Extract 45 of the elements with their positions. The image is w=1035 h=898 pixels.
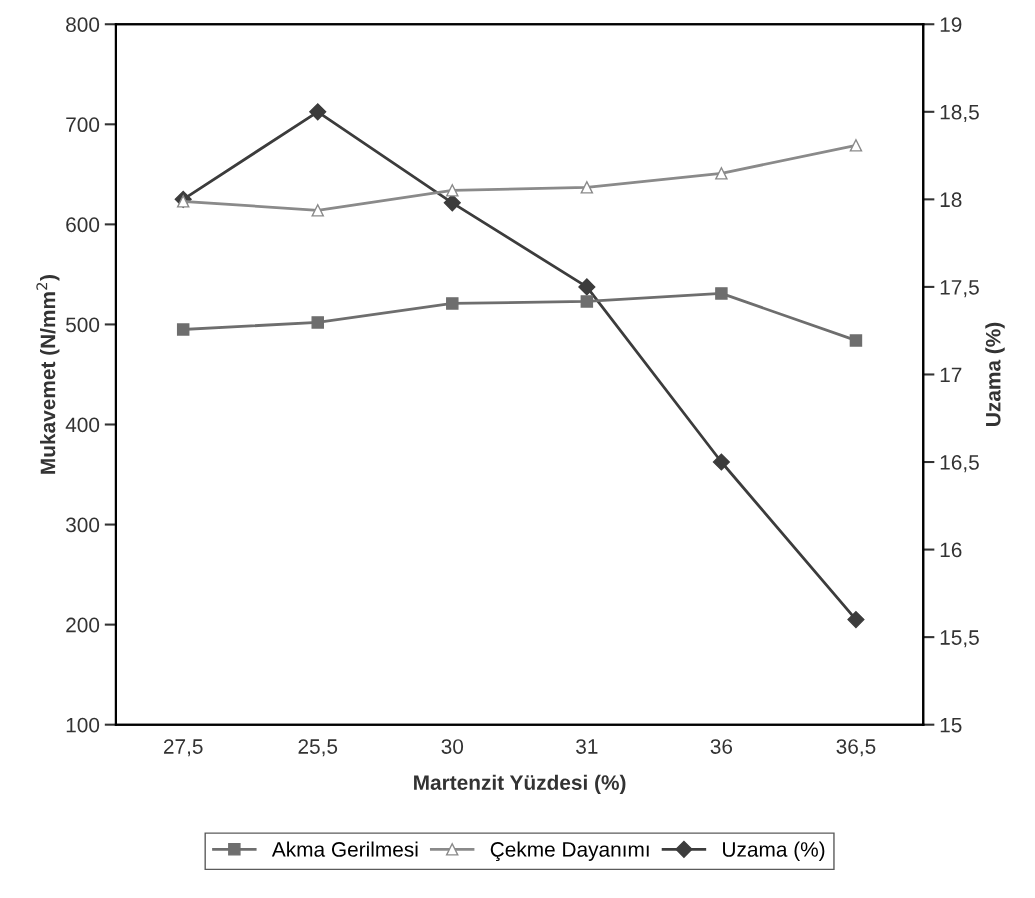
legend-label: Akma Gerilmesi: [271, 841, 418, 857]
x-tick-label: 27,5: [163, 739, 203, 757]
y2-axis-title: Uzama (%): [985, 322, 1005, 426]
point: [311, 204, 324, 217]
y2-tick-label: 18,5: [940, 104, 979, 123]
x-tick-label: 31: [576, 739, 598, 754]
x-tick-label: 36,5: [836, 739, 876, 757]
point: [715, 287, 728, 300]
x-tick-label: 25,5: [298, 739, 338, 757]
y-tick-label: 800: [66, 17, 100, 32]
x-tick-label: 30: [441, 739, 464, 754]
x-axis-title: Martenzit Yüzdesi (%): [414, 774, 626, 795]
legend-label: Çekme Dayanımı: [490, 841, 649, 862]
point: [176, 323, 190, 336]
y-tick-label: 300: [65, 517, 100, 533]
y-tick-label: 200: [66, 617, 100, 633]
point: [443, 194, 461, 212]
y2-tick-label: 16: [940, 542, 962, 558]
point: [580, 181, 594, 194]
x-tick-label: 36: [710, 739, 733, 754]
point: [446, 297, 459, 310]
point: [446, 184, 459, 197]
y-tick-label: 500: [66, 317, 100, 333]
point: [311, 316, 324, 329]
point: [849, 139, 863, 152]
y2-tick-label: 15,5: [940, 630, 979, 648]
point: [847, 611, 865, 629]
point: [849, 334, 863, 347]
point: [580, 295, 594, 308]
legend-label: Uzama (%): [723, 841, 825, 861]
y-tick-label: 700: [66, 117, 100, 133]
y2-tick-label: 15: [940, 717, 962, 733]
y-tick-label: 400: [65, 417, 100, 433]
y2-tick-label: 17,5: [940, 280, 979, 298]
y2-tick-label: 17: [940, 367, 962, 383]
point: [715, 167, 728, 180]
y-tick-label: 100: [66, 717, 100, 733]
point: [309, 103, 327, 121]
y-tick-label: 600: [66, 217, 100, 233]
y2-tick-label: 18: [940, 192, 962, 208]
y2-tick-label: 19: [940, 17, 962, 32]
y-axis-title: Mukavemet (N/mm$^{2}$): [36, 275, 60, 474]
point: [578, 278, 596, 296]
point: [712, 453, 730, 471]
y2-tick-label: 16,5: [940, 455, 979, 473]
